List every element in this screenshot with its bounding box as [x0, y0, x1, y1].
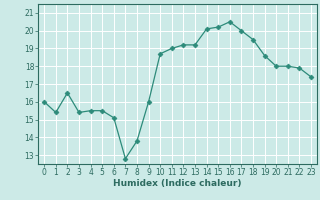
X-axis label: Humidex (Indice chaleur): Humidex (Indice chaleur) — [113, 179, 242, 188]
